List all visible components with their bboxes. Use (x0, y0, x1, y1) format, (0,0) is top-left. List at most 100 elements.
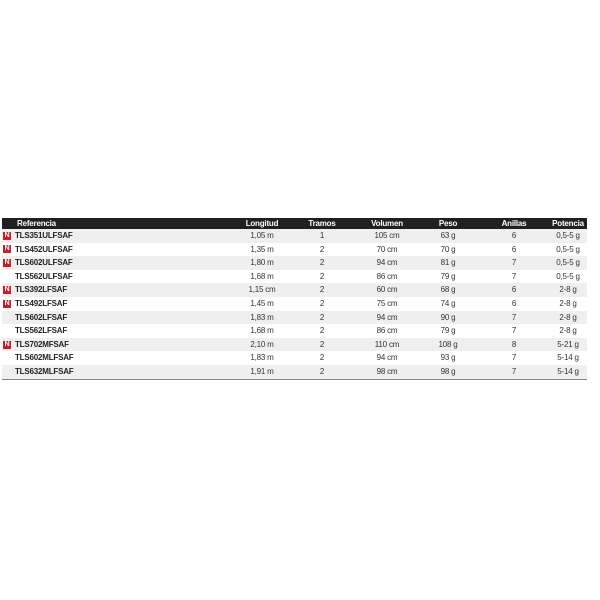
cell-referencia: TLS351ULFSAF (15, 229, 237, 243)
new-badge: N (3, 259, 11, 268)
cell-referencia: TLS602MLFSAF (15, 351, 237, 365)
cell-volumen: 94 cm (357, 351, 417, 365)
new-badge-cell: N (2, 229, 15, 243)
cell-anillas: 8 (479, 337, 549, 352)
cell-peso: 93 g (417, 351, 479, 365)
table-row: TLS632MLFSAF 1,91 m 2 98 cm 98 g 7 5-14 g (2, 364, 587, 380)
cell-longitud: 1,68 m (237, 324, 287, 338)
cell-peso: 63 g (417, 229, 479, 243)
new-badge-cell: N (2, 296, 15, 311)
cell-tramos: 2 (287, 364, 357, 380)
cell-tramos: 2 (287, 324, 357, 338)
table-row: TLS562LFSAF 1,68 m 2 86 cm 79 g 7 2-8 g (2, 324, 587, 338)
cell-tramos: 2 (287, 351, 357, 365)
cell-potencia: 5-21 g (549, 337, 587, 352)
cell-volumen: 105 cm (357, 229, 417, 243)
cell-longitud: 1,05 m (237, 229, 287, 243)
cell-anillas: 6 (479, 229, 549, 243)
new-badge: N (3, 231, 11, 240)
cell-longitud: 1,91 m (237, 364, 287, 380)
cell-tramos: 1 (287, 229, 357, 243)
table-row: N TLS452ULFSAF 1,35 m 2 70 cm 70 g 6 0,5-5 g (2, 242, 587, 257)
cell-peso: 79 g (417, 324, 479, 338)
cell-peso: 81 g (417, 256, 479, 270)
cell-volumen: 75 cm (357, 296, 417, 311)
cell-potencia: 5-14 g (549, 364, 587, 380)
cell-potencia: 0,5-5 g (549, 242, 587, 257)
cell-referencia: TLS562LFSAF (15, 324, 237, 338)
cell-referencia: TLS602ULFSAF (15, 256, 237, 270)
cell-referencia: TLS602LFSAF (15, 310, 237, 325)
cell-referencia: TLS562ULFSAF (15, 269, 237, 284)
cell-volumen: 86 cm (357, 324, 417, 338)
header-anillas: Anillas (479, 218, 549, 229)
new-badge-cell (2, 269, 15, 284)
new-badge-cell: N (2, 242, 15, 257)
cell-tramos: 2 (287, 337, 357, 352)
cell-volumen: 94 cm (357, 256, 417, 270)
cell-longitud: 1,83 m (237, 351, 287, 365)
new-badge-cell: N (2, 337, 15, 352)
cell-peso: 90 g (417, 310, 479, 325)
table-row: N TLS492LFSAF 1,45 m 2 75 cm 74 g 6 2-8 g (2, 296, 587, 311)
cell-potencia: 2-8 g (549, 296, 587, 311)
new-badge: N (3, 340, 11, 349)
cell-referencia: TLS452ULFSAF (15, 242, 237, 257)
cell-tramos: 2 (287, 283, 357, 297)
new-badge-cell (2, 310, 15, 325)
header-peso: Peso (417, 218, 479, 229)
cell-peso: 68 g (417, 283, 479, 297)
cell-volumen: 60 cm (357, 283, 417, 297)
cell-referencia: TLS492LFSAF (15, 296, 237, 311)
header-badge-spacer (2, 218, 15, 229)
new-badge: N (3, 245, 11, 254)
cell-anillas: 7 (479, 269, 549, 284)
table-row: N TLS602ULFSAF 1,80 m 2 94 cm 81 g 7 0,5-5 g (2, 256, 587, 270)
new-badge-cell: N (2, 283, 15, 297)
cell-tramos: 2 (287, 296, 357, 311)
cell-volumen: 70 cm (357, 242, 417, 257)
cell-potencia: 5-14 g (549, 351, 587, 365)
cell-longitud: 1,15 cm (237, 283, 287, 297)
cell-anillas: 6 (479, 242, 549, 257)
cell-tramos: 2 (287, 256, 357, 270)
new-badge-cell: N (2, 256, 15, 270)
cell-tramos: 2 (287, 310, 357, 325)
cell-potencia: 2-8 g (549, 324, 587, 338)
table-row: TLS602MLFSAF 1,83 m 2 94 cm 93 g 7 5-14 g (2, 351, 587, 365)
header-longitud: Longitud (237, 218, 287, 229)
cell-volumen: 86 cm (357, 269, 417, 284)
cell-peso: 74 g (417, 296, 479, 311)
cell-anillas: 7 (479, 364, 549, 380)
table-row: TLS602LFSAF 1,83 m 2 94 cm 90 g 7 2-8 g (2, 310, 587, 325)
cell-referencia: TLS632MLFSAF (15, 364, 237, 380)
cell-longitud: 1,80 m (237, 256, 287, 270)
new-badge-cell (2, 324, 15, 338)
cell-peso: 98 g (417, 364, 479, 380)
cell-volumen: 110 cm (357, 337, 417, 352)
table-row: N TLS702MFSAF 2,10 m 2 110 cm 108 g 8 5-21 g (2, 337, 587, 352)
cell-longitud: 1,83 m (237, 310, 287, 325)
header-potencia: Potencia (549, 218, 587, 229)
cell-volumen: 94 cm (357, 310, 417, 325)
cell-longitud: 1,68 m (237, 269, 287, 284)
spec-table: Referencia Longitud Tramos Volumen Peso … (2, 218, 587, 380)
cell-referencia: TLS702MFSAF (15, 337, 237, 352)
cell-peso: 79 g (417, 269, 479, 284)
header-volumen: Volumen (357, 218, 417, 229)
cell-potencia: 0,5-5 g (549, 229, 587, 243)
new-badge: N (3, 286, 11, 295)
cell-referencia: TLS392LFSAF (15, 283, 237, 297)
cell-potencia: 2-8 g (549, 283, 587, 297)
cell-potencia: 0,5-5 g (549, 269, 587, 284)
cell-potencia: 2-8 g (549, 310, 587, 325)
new-badge-cell (2, 364, 15, 380)
new-badge-cell (2, 351, 15, 365)
cell-tramos: 2 (287, 269, 357, 284)
cell-peso: 70 g (417, 242, 479, 257)
cell-anillas: 6 (479, 283, 549, 297)
header-tramos: Tramos (287, 218, 357, 229)
cell-longitud: 1,35 m (237, 242, 287, 257)
cell-potencia: 0,5-5 g (549, 256, 587, 270)
header-row: Referencia Longitud Tramos Volumen Peso … (2, 218, 587, 229)
